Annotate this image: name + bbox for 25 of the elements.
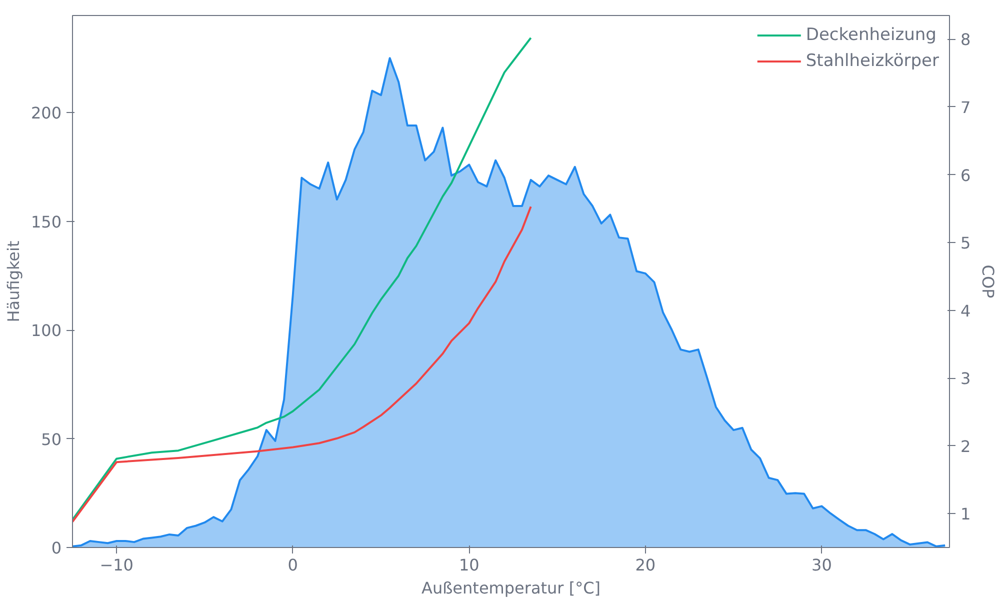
legend-label: Deckenheizung xyxy=(806,25,936,45)
y2-tick-label: 7 xyxy=(960,98,971,117)
legend-label: Stahlheizkörper xyxy=(806,51,939,71)
y-tick-label: 200 xyxy=(30,104,62,123)
x-tick-label: 20 xyxy=(635,556,656,574)
y2-tick-label: 3 xyxy=(960,369,971,388)
x-tick-label: 30 xyxy=(812,556,832,574)
y2-tick-label: 6 xyxy=(960,166,971,185)
y2-tick-label: 2 xyxy=(960,436,971,456)
y2-tick-label: 1 xyxy=(960,504,971,524)
y-tick-label: 150 xyxy=(30,212,62,232)
y-tick-label: 50 xyxy=(41,430,62,449)
y2-tick-label: 5 xyxy=(960,234,971,253)
y-axis-title: Häufigkeit xyxy=(4,240,23,322)
y-tick-label: 100 xyxy=(30,321,62,340)
line-series xyxy=(72,206,532,523)
y2-tick-label: 4 xyxy=(960,301,971,320)
y2-tick-label: 8 xyxy=(960,30,971,50)
line-series xyxy=(72,36,532,521)
y-tick-label: 0 xyxy=(51,538,62,558)
x-tick-label: 0 xyxy=(288,556,298,574)
x-tick-label: −10 xyxy=(100,556,134,574)
x-axis-title: Außentemperatur [°C] xyxy=(422,578,600,598)
y2-axis-title: COP xyxy=(978,264,998,299)
x-tick-label: 10 xyxy=(458,556,480,574)
